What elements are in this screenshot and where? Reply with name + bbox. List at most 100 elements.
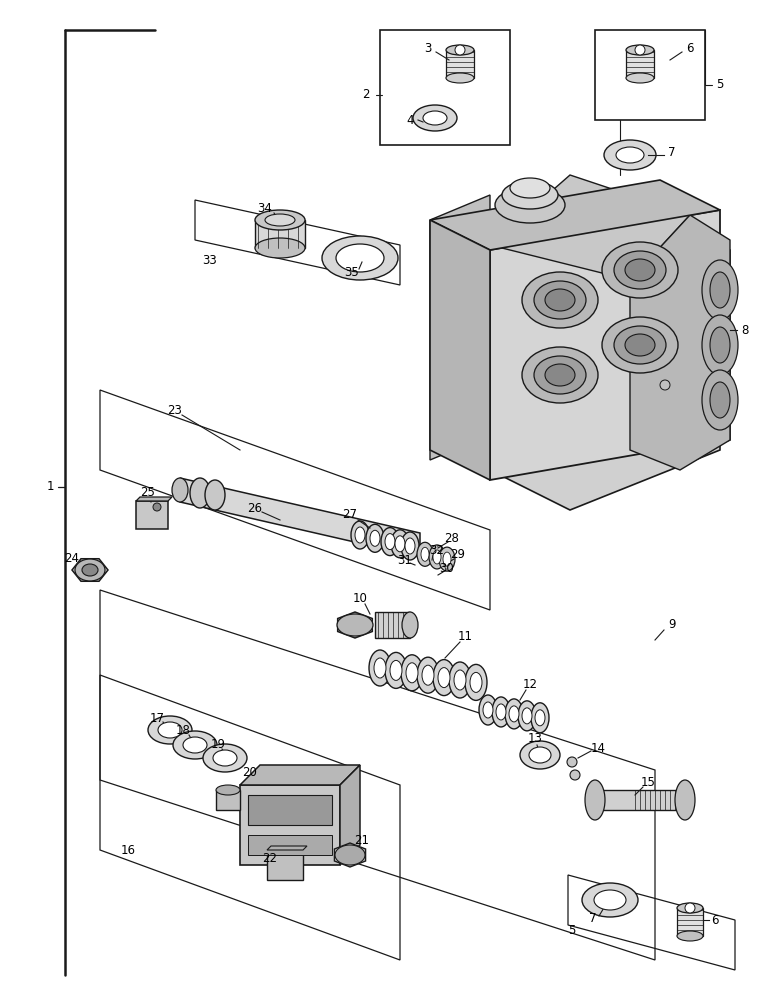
Bar bbox=[446, 50, 474, 78]
Circle shape bbox=[567, 757, 577, 767]
Ellipse shape bbox=[522, 347, 598, 403]
Ellipse shape bbox=[518, 701, 536, 731]
Text: 10: 10 bbox=[352, 591, 367, 604]
Ellipse shape bbox=[173, 731, 217, 759]
Polygon shape bbox=[630, 215, 730, 470]
Bar bbox=[216, 790, 240, 810]
Bar bbox=[375, 612, 410, 638]
Ellipse shape bbox=[520, 741, 560, 769]
Polygon shape bbox=[267, 846, 307, 850]
Ellipse shape bbox=[374, 658, 386, 678]
Circle shape bbox=[570, 770, 580, 780]
Ellipse shape bbox=[75, 559, 105, 581]
Ellipse shape bbox=[439, 547, 455, 571]
Ellipse shape bbox=[395, 536, 405, 552]
Polygon shape bbox=[335, 843, 366, 867]
Polygon shape bbox=[430, 180, 720, 250]
Ellipse shape bbox=[582, 883, 638, 917]
Text: 20: 20 bbox=[242, 766, 257, 780]
Text: 13: 13 bbox=[528, 732, 542, 744]
Ellipse shape bbox=[216, 785, 240, 795]
Polygon shape bbox=[490, 210, 720, 480]
Ellipse shape bbox=[449, 662, 471, 698]
Ellipse shape bbox=[710, 382, 730, 418]
Ellipse shape bbox=[148, 716, 192, 744]
Text: 18: 18 bbox=[176, 724, 190, 738]
Text: 7: 7 bbox=[668, 145, 675, 158]
Polygon shape bbox=[338, 612, 372, 638]
Text: 29: 29 bbox=[451, 548, 465, 562]
Ellipse shape bbox=[183, 737, 207, 753]
Text: 33: 33 bbox=[202, 253, 218, 266]
Text: 16: 16 bbox=[121, 844, 135, 856]
Ellipse shape bbox=[529, 747, 551, 763]
Text: 31: 31 bbox=[397, 554, 413, 566]
Text: 22: 22 bbox=[263, 852, 277, 864]
Ellipse shape bbox=[602, 242, 678, 298]
Text: 8: 8 bbox=[741, 324, 749, 336]
Ellipse shape bbox=[158, 722, 182, 738]
Ellipse shape bbox=[465, 664, 487, 700]
Polygon shape bbox=[490, 175, 690, 280]
Text: 27: 27 bbox=[342, 508, 358, 522]
Bar bbox=[595, 790, 685, 810]
Ellipse shape bbox=[337, 614, 373, 636]
Text: 32: 32 bbox=[429, 544, 445, 556]
Ellipse shape bbox=[433, 550, 441, 564]
Text: 2: 2 bbox=[362, 89, 370, 102]
Circle shape bbox=[455, 45, 465, 55]
Circle shape bbox=[685, 903, 695, 913]
Circle shape bbox=[660, 380, 670, 390]
Text: 26: 26 bbox=[248, 502, 263, 514]
Ellipse shape bbox=[429, 545, 445, 569]
Ellipse shape bbox=[710, 272, 730, 308]
Bar bbox=[595, 30, 705, 120]
Ellipse shape bbox=[401, 532, 419, 560]
Ellipse shape bbox=[495, 187, 565, 223]
Ellipse shape bbox=[265, 214, 295, 226]
Ellipse shape bbox=[545, 364, 575, 386]
Text: 9: 9 bbox=[668, 618, 675, 632]
Text: 7: 7 bbox=[589, 912, 597, 924]
Text: 14: 14 bbox=[591, 742, 606, 754]
Ellipse shape bbox=[433, 660, 455, 696]
Circle shape bbox=[635, 45, 645, 55]
Polygon shape bbox=[490, 200, 730, 490]
Ellipse shape bbox=[616, 147, 644, 163]
Bar bbox=[255, 220, 305, 248]
Polygon shape bbox=[136, 497, 172, 501]
Text: 6: 6 bbox=[711, 914, 719, 926]
Text: 15: 15 bbox=[640, 776, 656, 788]
Ellipse shape bbox=[413, 105, 457, 131]
Ellipse shape bbox=[702, 260, 738, 320]
Ellipse shape bbox=[369, 650, 391, 686]
Ellipse shape bbox=[625, 334, 655, 356]
Text: 24: 24 bbox=[64, 552, 79, 564]
Ellipse shape bbox=[614, 251, 666, 289]
Ellipse shape bbox=[470, 672, 482, 692]
Ellipse shape bbox=[402, 612, 418, 638]
Text: 4: 4 bbox=[406, 113, 414, 126]
Ellipse shape bbox=[594, 890, 626, 910]
Ellipse shape bbox=[604, 140, 656, 170]
Bar bbox=[136, 501, 168, 529]
Ellipse shape bbox=[675, 780, 695, 820]
Text: 6: 6 bbox=[686, 41, 694, 54]
Bar bbox=[248, 795, 332, 825]
Text: 19: 19 bbox=[211, 738, 225, 752]
Polygon shape bbox=[430, 220, 490, 480]
Bar bbox=[248, 835, 332, 855]
Ellipse shape bbox=[446, 73, 474, 83]
Ellipse shape bbox=[370, 530, 380, 546]
Ellipse shape bbox=[405, 538, 415, 554]
Bar bbox=[267, 850, 303, 880]
Ellipse shape bbox=[335, 845, 365, 865]
Text: 30: 30 bbox=[439, 562, 455, 574]
Text: 5: 5 bbox=[568, 924, 576, 936]
Ellipse shape bbox=[336, 244, 384, 272]
Ellipse shape bbox=[203, 744, 247, 772]
Text: 23: 23 bbox=[167, 403, 183, 416]
Ellipse shape bbox=[255, 238, 305, 258]
Ellipse shape bbox=[677, 931, 703, 941]
Bar bbox=[626, 50, 654, 78]
